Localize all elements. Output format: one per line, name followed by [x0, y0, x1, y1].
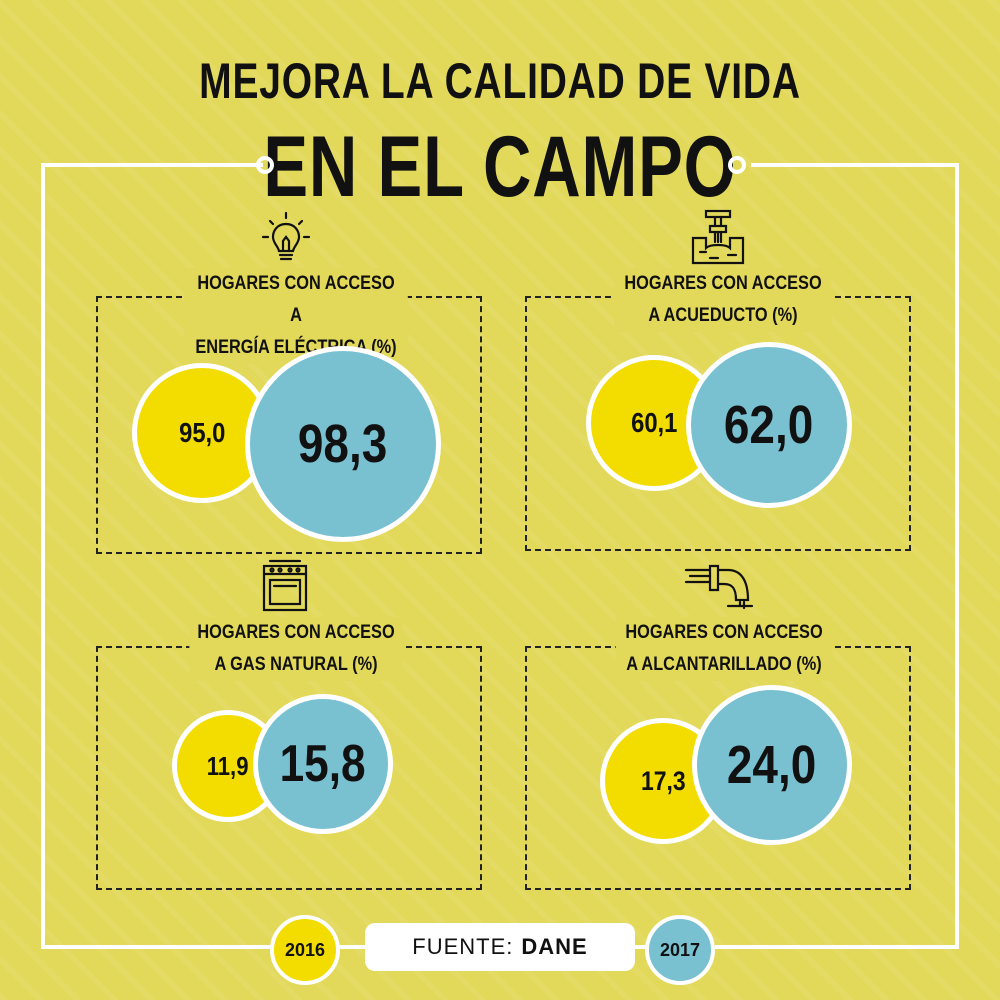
- source-prefix: FUENTE:: [412, 934, 514, 959]
- panel-sewer-title: HOGARES CON ACCESO A ALCANTARILLADO (%): [615, 617, 833, 681]
- legend-2017: 2017: [645, 915, 715, 985]
- sewer-2017-circle: 24,0: [692, 685, 852, 845]
- aqueduct-2016-value: 60,1: [630, 407, 678, 438]
- aqueduct-2017-value: 62,0: [724, 395, 814, 455]
- frame-bottom-left: [41, 945, 273, 949]
- title-line-2: EN EL CAMPO: [263, 119, 737, 215]
- gas-2017-value: 15,8: [279, 735, 367, 793]
- panel-electricity-title: HOGARES CON ACCESO A ENERGÍA ELÉCTRICA (…: [184, 268, 408, 364]
- sewer-2017-value: 24,0: [727, 735, 817, 795]
- sewer-2016-circle: 17,3: [600, 718, 726, 844]
- gas-2016-value: 11,9: [207, 750, 249, 781]
- source-box: FUENTE: DANE: [365, 923, 635, 971]
- electricity-2016-value: 95,0: [178, 417, 226, 448]
- frame-left: [41, 163, 45, 949]
- panel-gas-title: HOGARES CON ACCESO A GAS NATURAL (%): [189, 617, 403, 681]
- legend-2017-label: 2017: [659, 939, 701, 960]
- water-tap-icon: [691, 209, 745, 265]
- frame-top-left: [41, 163, 263, 167]
- panel-sewer-title-line2: A ALCANTARILLADO (%): [626, 654, 822, 675]
- panel-aqueduct-title-line2: A ACUEDUCTO (%): [648, 305, 798, 326]
- frame-dot-right: [728, 156, 746, 174]
- frame-right: [955, 163, 959, 949]
- frame-bottom-right: [715, 945, 959, 949]
- title-line-1: MEJORA LA CALIDAD DE VIDA: [199, 53, 801, 109]
- frame-dot-left: [256, 156, 274, 174]
- panel-gas-title-line2: A GAS NATURAL (%): [214, 654, 378, 675]
- sewer-2016-value: 17,3: [640, 765, 686, 796]
- panel-aqueduct-title: HOGARES CON ACCESO A ACUEDUCTO (%): [614, 268, 832, 332]
- frame-top-right: [751, 163, 959, 167]
- legend-2016-label: 2016: [284, 939, 326, 960]
- stove-icon: [262, 559, 308, 612]
- electricity-2017-value: 98,3: [298, 414, 388, 474]
- gas-2017-circle: 15,8: [253, 694, 393, 834]
- legend-2016: 2016: [270, 915, 340, 985]
- panel-electricity-title-line1: HOGARES CON ACCESO A: [197, 273, 395, 326]
- sewer-pipe-icon: [684, 564, 754, 610]
- panel-aqueduct-title-line1: HOGARES CON ACCESO: [624, 273, 822, 294]
- panel-sewer-title-line1: HOGARES CON ACCESO: [625, 622, 823, 643]
- aqueduct-2017-circle: 62,0: [686, 342, 852, 508]
- electricity-2017-circle: 98,3: [245, 346, 441, 542]
- panel-gas-title-line1: HOGARES CON ACCESO: [197, 622, 395, 643]
- lightbulb-icon: [261, 211, 311, 261]
- source-name: DANE: [521, 934, 588, 959]
